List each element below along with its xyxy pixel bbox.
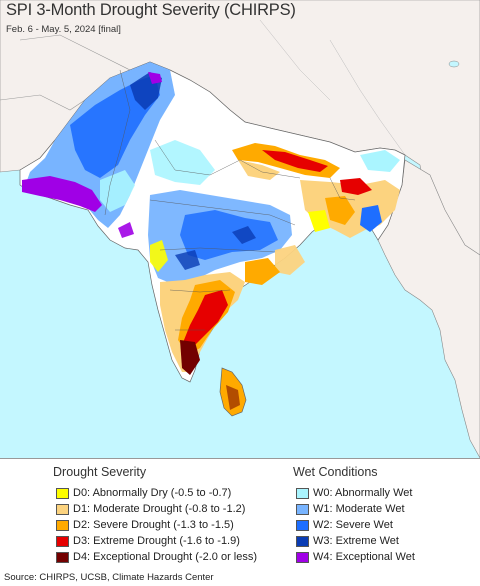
legend-label-d3: D3: Extreme Drought (-1.6 to -1.9) bbox=[73, 535, 240, 547]
map-subtitle: Feb. 6 - May. 5, 2024 [final] bbox=[6, 24, 121, 35]
legend-label-w1: W1: Moderate Wet bbox=[313, 503, 405, 515]
legend-item-w1: W1: Moderate Wet bbox=[296, 502, 405, 516]
legend-item-w2: W2: Severe Wet bbox=[296, 518, 393, 532]
swatch-w0 bbox=[296, 487, 309, 499]
legend-item-w3: W3: Extreme Wet bbox=[296, 534, 399, 548]
legend-label-d2: D2: Severe Drought (-1.3 to -1.5) bbox=[73, 519, 234, 531]
swatch-d3 bbox=[56, 535, 69, 547]
swatch-d2 bbox=[56, 519, 69, 531]
exceptional-wet-baluchistan bbox=[22, 176, 102, 212]
swatch-w3 bbox=[296, 535, 309, 547]
swatch-d1 bbox=[56, 503, 69, 515]
legend-label-w0: W0: Abnormally Wet bbox=[313, 487, 413, 499]
legend-item-w0: W0: Abnormally Wet bbox=[296, 486, 412, 500]
legend-label-d0: D0: Abnormally Dry (-0.5 to -0.7) bbox=[73, 487, 232, 499]
swatch-w1 bbox=[296, 503, 309, 515]
legend-item-d2: D2: Severe Drought (-1.3 to -1.5) bbox=[56, 518, 234, 532]
legend-label-d1: D1: Moderate Drought (-0.8 to -1.2) bbox=[73, 503, 246, 515]
legend-item-d0: D0: Abnormally Dry (-0.5 to -0.7) bbox=[56, 486, 231, 500]
legend-label-w2: W2: Severe Wet bbox=[313, 519, 393, 531]
legend-item-w4: W4: Exceptional Wet bbox=[296, 550, 415, 564]
legend-label-w3: W3: Extreme Wet bbox=[313, 535, 399, 547]
swatch-w2 bbox=[296, 519, 309, 531]
legend: Drought Severity Wet Conditions D0: Abno… bbox=[0, 458, 480, 571]
drought-legend-title: Drought Severity bbox=[53, 465, 147, 479]
swatch-d0 bbox=[56, 487, 69, 499]
header: SPI 3-Month Drought Severity (CHIRPS) Fe… bbox=[0, 0, 480, 40]
legend-item-d4: D4: Exceptional Drought (-2.0 or less) bbox=[56, 550, 257, 564]
wet-legend-title: Wet Conditions bbox=[293, 465, 378, 479]
source-credit: Source: CHIRPS, UCSB, Climate Hazards Ce… bbox=[4, 572, 214, 583]
legend-label-d4: D4: Exceptional Drought (-2.0 or less) bbox=[73, 551, 258, 563]
drought-map bbox=[0, 0, 480, 458]
legend-item-d3: D3: Extreme Drought (-1.6 to -1.9) bbox=[56, 534, 240, 548]
legend-item-d1: D1: Moderate Drought (-0.8 to -1.2) bbox=[56, 502, 245, 516]
swatch-w4 bbox=[296, 551, 309, 563]
legend-label-w4: W4: Exceptional Wet bbox=[313, 551, 415, 563]
swatch-d4 bbox=[56, 551, 69, 563]
map-title: SPI 3-Month Drought Severity (CHIRPS) bbox=[6, 1, 296, 19]
